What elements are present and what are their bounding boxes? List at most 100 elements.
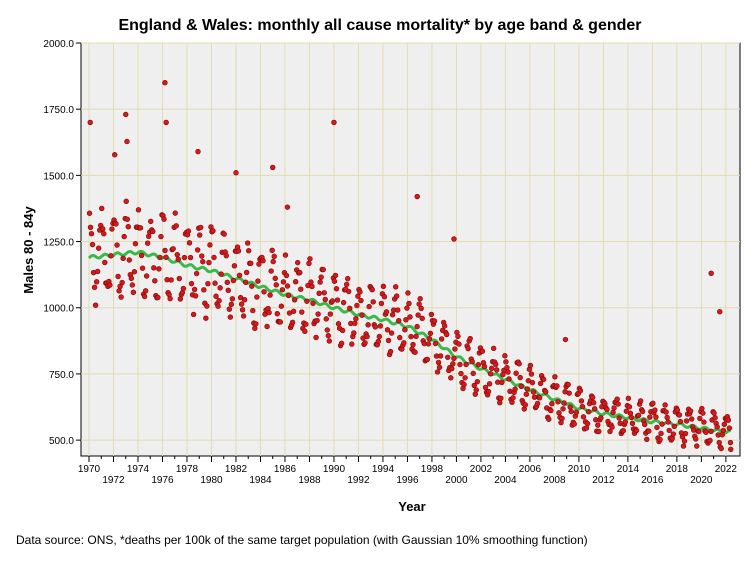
data-point-outlier: [708, 270, 714, 277]
data-point: [711, 410, 717, 416]
data-point: [546, 416, 552, 422]
data-point: [181, 254, 188, 261]
data-point: [114, 242, 120, 248]
data-point-outlier: [112, 152, 118, 158]
data-point: [357, 289, 363, 295]
data-point: [395, 307, 401, 313]
data-point: [291, 297, 298, 303]
data-point: [310, 300, 316, 307]
data-point: [475, 362, 482, 368]
data-point: [488, 365, 495, 372]
data-point: [250, 307, 256, 314]
data-point: [499, 379, 505, 386]
data-point: [394, 293, 400, 299]
data-point: [436, 364, 443, 370]
data-point: [497, 400, 503, 406]
x-tick-label: 1990: [323, 464, 346, 475]
data-point: [503, 359, 509, 365]
data-point: [355, 293, 361, 299]
data-point: [89, 241, 96, 248]
data-point: [527, 362, 534, 369]
data-point: [213, 293, 219, 299]
data-point: [298, 286, 304, 292]
data-point: [461, 381, 467, 388]
data-point: [611, 405, 617, 411]
data-point: [707, 437, 713, 444]
data-point: [217, 285, 223, 291]
data-point: [215, 303, 221, 309]
data-point: [290, 308, 297, 315]
data-point: [441, 323, 448, 329]
data-point: [261, 289, 267, 295]
data-point: [226, 306, 233, 312]
data-point: [248, 260, 254, 267]
data-point: [323, 316, 329, 322]
data-point: [120, 255, 126, 262]
data-point: [530, 389, 537, 395]
data-point-outlier: [162, 80, 168, 86]
data-point: [210, 228, 216, 234]
data-point-outlier: [124, 138, 130, 145]
data-point: [473, 387, 480, 393]
data-point: [559, 415, 565, 422]
data-point: [113, 221, 119, 227]
data-point: [664, 414, 670, 421]
data-point: [270, 258, 276, 265]
data-point: [194, 247, 201, 253]
data-point: [239, 307, 246, 313]
data-point: [271, 253, 277, 259]
data-point: [670, 431, 676, 437]
data-point: [236, 272, 243, 278]
x-tick-label: 2016: [641, 475, 664, 486]
data-point: [697, 415, 703, 422]
data-point: [252, 325, 258, 331]
data-point: [620, 427, 626, 434]
data-point: [633, 427, 640, 434]
data-point-outlier: [414, 193, 420, 200]
data-point: [534, 400, 541, 407]
data-point: [157, 254, 163, 261]
x-tick-label: 2014: [617, 464, 640, 475]
data-point: [716, 439, 722, 446]
data-point: [124, 216, 130, 222]
data-point: [456, 341, 462, 347]
data-point: [207, 242, 213, 248]
data-point: [115, 273, 121, 280]
data-point: [190, 311, 197, 318]
data-point: [414, 323, 420, 330]
x-tick-label: 1994: [372, 464, 395, 475]
data-point: [397, 334, 403, 341]
data-point: [343, 281, 350, 288]
data-point: [703, 429, 709, 435]
data-point: [200, 258, 206, 265]
data-point: [450, 361, 456, 367]
data-point: [216, 298, 222, 304]
data-point: [529, 379, 536, 386]
data-point: [172, 210, 178, 216]
data-point: [585, 409, 592, 415]
data-point: [349, 341, 355, 347]
data-point: [408, 333, 414, 340]
data-point: [376, 333, 383, 340]
data-point: [434, 369, 441, 375]
data-point: [378, 300, 385, 307]
data-point-outlier: [728, 446, 734, 453]
y-tick-label: 1000.0: [43, 304, 74, 315]
data-point: [567, 404, 573, 410]
data-point: [625, 395, 632, 402]
data-point: [699, 405, 705, 412]
data-point: [370, 299, 376, 305]
data-point: [119, 279, 125, 286]
data-point: [543, 389, 549, 395]
data-point: [637, 398, 644, 404]
data-point: [339, 327, 346, 334]
data-point: [417, 296, 423, 302]
data-point: [396, 317, 402, 324]
data-point: [536, 395, 543, 401]
data-point: [528, 371, 535, 377]
data-point-outlier: [270, 164, 276, 171]
data-point: [494, 367, 500, 373]
data-point: [315, 311, 321, 317]
data-point-outlier: [451, 236, 457, 242]
data-point: [590, 399, 597, 406]
